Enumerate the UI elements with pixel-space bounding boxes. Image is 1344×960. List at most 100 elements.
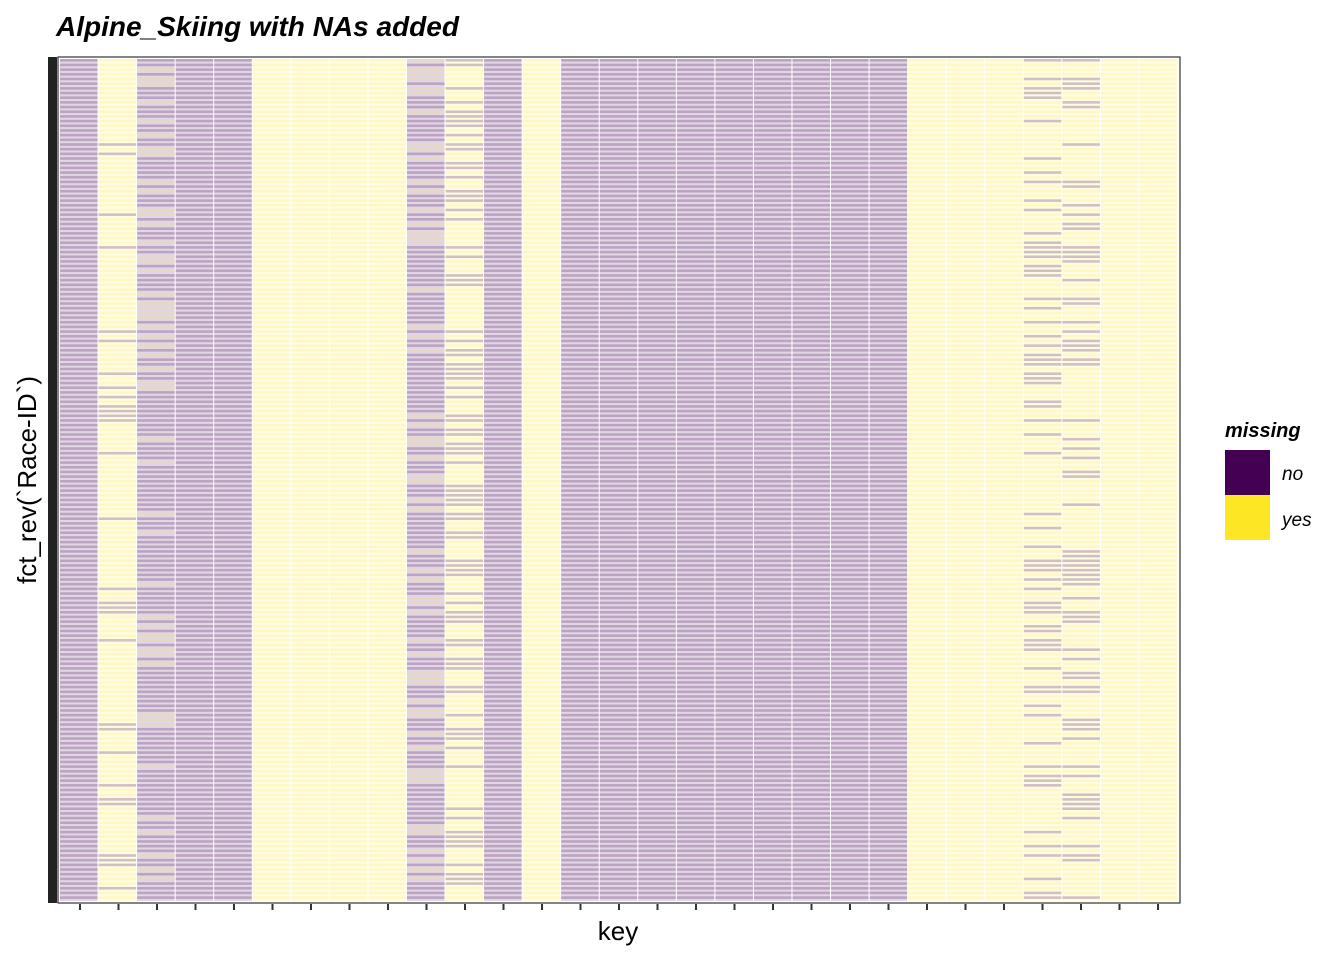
heatmap-cell — [561, 639, 599, 642]
heatmap-cell — [985, 161, 1023, 165]
heatmap-cell — [291, 648, 329, 651]
heatmap-cell — [291, 461, 329, 464]
heatmap-cell — [214, 358, 252, 361]
heatmap-cell — [831, 746, 869, 750]
heatmap-cell — [522, 854, 561, 857]
heatmap-cell — [368, 531, 406, 535]
heatmap-cell — [985, 620, 1023, 623]
heatmap-cell — [1062, 751, 1100, 754]
heatmap-cell — [329, 292, 368, 296]
heatmap-cell — [252, 723, 291, 726]
heatmap-cell — [869, 802, 908, 806]
heatmap-cell — [329, 606, 368, 609]
heatmap-cell — [175, 484, 214, 488]
heatmap-cell — [792, 349, 831, 352]
heatmap-cell — [522, 246, 561, 249]
heatmap-cell — [638, 531, 676, 535]
heatmap-cell — [831, 798, 869, 801]
heatmap-cell — [638, 419, 676, 422]
heatmap-cell — [484, 91, 522, 95]
heatmap-cell — [522, 849, 561, 853]
heatmap-cell — [753, 770, 792, 773]
heatmap-cell — [599, 779, 638, 782]
heatmap-cell — [252, 704, 291, 708]
heatmap-cell — [98, 222, 137, 226]
heatmap-cell — [406, 737, 445, 740]
heatmap-cell — [214, 606, 252, 609]
heatmap-cell — [329, 737, 368, 740]
heatmap-cell — [753, 704, 792, 708]
heatmap-cell — [175, 334, 214, 338]
heatmap-cell — [368, 835, 406, 839]
heatmap-cell — [368, 718, 406, 722]
heatmap-cell — [638, 606, 676, 609]
heatmap-cell — [715, 653, 753, 656]
heatmap-cell — [1100, 283, 1139, 287]
heatmap-cell — [792, 218, 831, 221]
heatmap-cell — [599, 671, 638, 675]
heatmap-cell — [445, 601, 484, 605]
heatmap-cell — [1023, 517, 1062, 520]
heatmap-cell — [753, 540, 792, 544]
heatmap-cell — [98, 437, 137, 441]
heatmap-cell — [715, 147, 753, 151]
heatmap-cell — [522, 288, 561, 291]
heatmap-cell — [1023, 625, 1062, 628]
heatmap-cell — [484, 236, 522, 240]
heatmap-cell — [869, 269, 908, 273]
heatmap-cell — [60, 489, 98, 492]
heatmap-cell — [1062, 386, 1100, 390]
heatmap-cell — [869, 629, 908, 633]
heatmap-cell — [214, 681, 252, 684]
heatmap-cell — [985, 774, 1023, 778]
heatmap-cell — [522, 704, 561, 708]
heatmap-cell — [98, 723, 137, 726]
heatmap-cell — [599, 610, 638, 614]
heatmap-cell — [753, 349, 792, 352]
heatmap-cell — [214, 185, 252, 188]
heatmap-cell — [291, 536, 329, 539]
heatmap-cell — [484, 835, 522, 839]
heatmap-cell — [406, 784, 445, 787]
heatmap-cell — [484, 685, 522, 689]
heatmap-cell — [985, 204, 1023, 207]
heatmap-cell — [561, 87, 599, 90]
heatmap-cell — [753, 91, 792, 95]
heatmap-cell — [175, 320, 214, 324]
heatmap-cell — [1100, 105, 1139, 109]
heatmap-cell — [329, 461, 368, 464]
heatmap-cell — [98, 568, 137, 572]
heatmap-cell — [908, 522, 946, 525]
heatmap-cell — [406, 419, 445, 422]
heatmap-cell — [869, 461, 908, 464]
heatmap-cell — [252, 302, 291, 305]
heatmap-cell — [98, 727, 137, 731]
heatmap-cell — [329, 250, 368, 254]
heatmap-cell — [831, 423, 869, 427]
heatmap-cell — [599, 433, 638, 436]
heatmap-cell — [175, 339, 214, 343]
heatmap-cell — [946, 868, 985, 871]
heatmap-cell — [869, 278, 908, 282]
heatmap-cell — [1100, 204, 1139, 207]
heatmap-cell — [792, 522, 831, 525]
heatmap-cell — [1062, 189, 1100, 193]
heatmap-cell — [908, 629, 946, 633]
heatmap-cell — [946, 755, 985, 759]
heatmap-cell — [869, 110, 908, 114]
heatmap-cell — [406, 480, 445, 483]
heatmap-cell — [715, 68, 753, 71]
heatmap-cell — [1100, 232, 1139, 235]
heatmap-cell — [406, 96, 445, 99]
heatmap-cell — [561, 690, 599, 694]
heatmap-cell — [753, 863, 792, 867]
heatmap-cell — [715, 886, 753, 890]
heatmap-cell — [908, 367, 946, 371]
heatmap-cell — [908, 526, 946, 530]
heatmap-cell — [908, 480, 946, 483]
heatmap-cell — [445, 63, 484, 67]
heatmap-cell — [175, 573, 214, 577]
heatmap-cell — [985, 157, 1023, 160]
heatmap-cell — [406, 73, 445, 76]
heatmap-cell — [831, 433, 869, 436]
